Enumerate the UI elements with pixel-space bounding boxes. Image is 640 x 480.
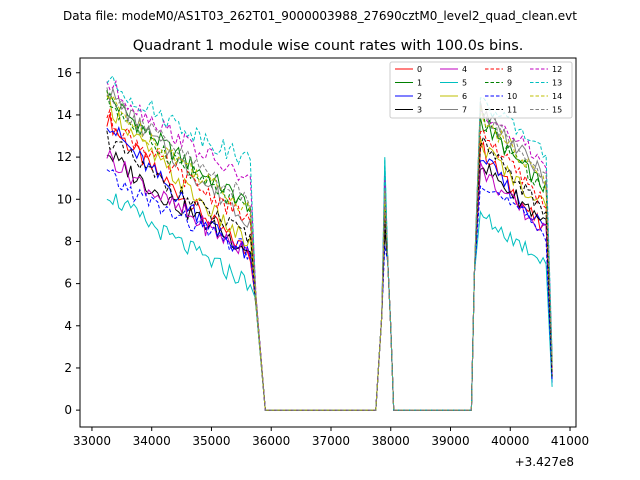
series-line-0	[106, 113, 553, 411]
y-tick-label: 12	[57, 150, 72, 164]
x-tick-label: 36000	[252, 434, 290, 448]
y-tick-label: 10	[57, 192, 72, 206]
legend-label-9: 9	[507, 79, 512, 88]
x-axis: 33000 34000 35000 36000 37000 38000 39000 40000…	[73, 427, 589, 448]
legend-label-2: 2	[417, 92, 422, 101]
legend-label-14: 14	[552, 92, 562, 101]
y-tick-label: 4	[64, 319, 72, 333]
y-tick-label: 6	[64, 277, 72, 291]
series-line-6	[106, 91, 553, 411]
y-tick-label: 16	[57, 66, 72, 80]
y-tick-label: 8	[64, 234, 72, 248]
series-line-14	[106, 95, 553, 411]
x-tick-label: 35000	[192, 434, 230, 448]
legend-label-13: 13	[552, 79, 562, 88]
legend-label-6: 6	[462, 92, 467, 101]
x-offset-label: +3.427e8	[515, 455, 574, 469]
chart-title: Quadrant 1 module wise count rates with …	[133, 38, 524, 54]
x-tick-label: 39000	[431, 434, 469, 448]
legend-label-10: 10	[507, 92, 517, 101]
x-tick-label: 37000	[312, 434, 350, 448]
series-line-15	[106, 87, 553, 411]
x-tick-label: 41000	[551, 434, 589, 448]
legend-label-11: 11	[507, 106, 517, 115]
x-tick-label: 38000	[372, 434, 410, 448]
legend-label-8: 8	[507, 65, 512, 74]
x-tick-label: 34000	[133, 434, 171, 448]
legend-label-1: 1	[417, 79, 422, 88]
series-line-10	[106, 169, 553, 411]
series-line-12	[106, 79, 553, 411]
x-tick-label: 40000	[491, 434, 529, 448]
y-tick-label: 0	[64, 403, 72, 417]
legend-label-3: 3	[417, 106, 422, 115]
series-line-11	[106, 130, 553, 411]
suptitle: Data file: modeM0/AS1T03_262T01_90000039…	[63, 9, 577, 23]
legend-label-12: 12	[552, 65, 562, 74]
legend-box	[389, 61, 573, 119]
series-line-8	[106, 107, 553, 411]
series-line-4	[106, 149, 553, 411]
legend-label-5: 5	[462, 79, 467, 88]
plot-frame	[79, 57, 577, 428]
legend-label-4: 4	[462, 65, 467, 74]
series-layer	[106, 75, 553, 411]
legend-label-7: 7	[462, 106, 467, 115]
y-tick-label: 2	[64, 361, 72, 375]
legend-label-0: 0	[417, 65, 422, 74]
x-tick-label: 33000	[73, 434, 111, 448]
series-line-5	[106, 157, 553, 411]
y-axis: 0 2 4 6 8 10 12 14 16	[57, 66, 80, 417]
y-tick-label: 14	[57, 108, 72, 122]
legend-label-15: 15	[552, 106, 562, 115]
